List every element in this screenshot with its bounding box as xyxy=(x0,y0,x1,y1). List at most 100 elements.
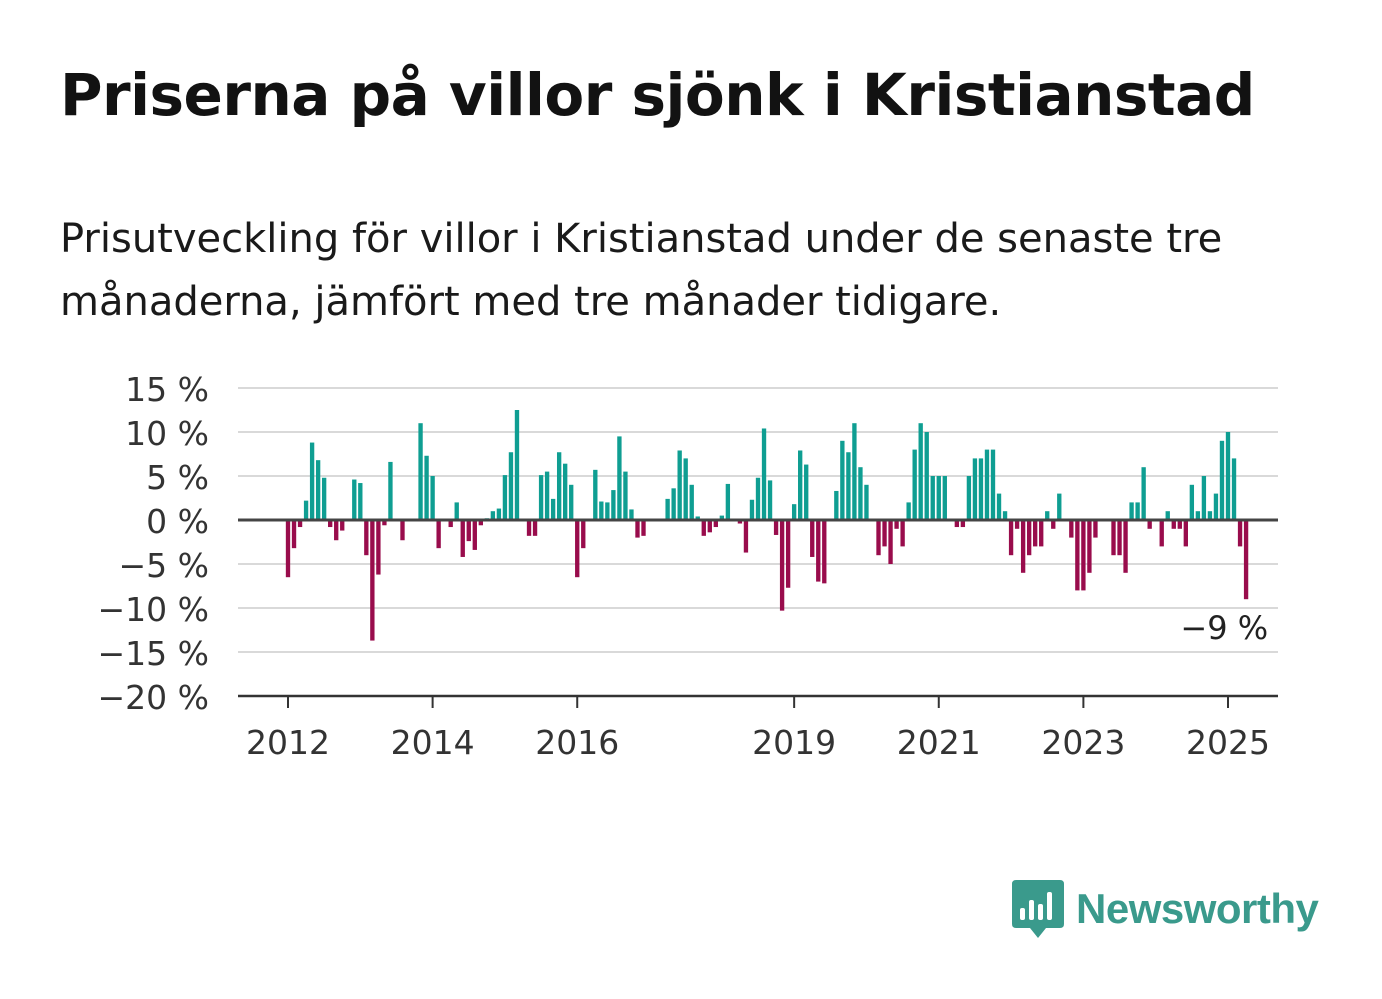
bar xyxy=(925,432,929,520)
bar xyxy=(985,450,989,520)
bar xyxy=(852,423,856,520)
y-tick-label: −5 % xyxy=(119,546,210,585)
bar xyxy=(352,480,356,520)
bar xyxy=(900,520,904,546)
bar xyxy=(611,490,615,520)
bar xyxy=(726,484,730,520)
bar xyxy=(762,428,766,520)
bar xyxy=(473,520,477,550)
bar xyxy=(671,488,675,520)
bar xyxy=(1202,476,1206,520)
bar xyxy=(623,472,627,520)
bar xyxy=(1226,432,1230,520)
bar xyxy=(858,467,862,520)
x-tick-label: 2019 xyxy=(752,723,836,762)
bar xyxy=(780,520,784,611)
annotation-label: −9 % xyxy=(1180,609,1268,647)
bar xyxy=(461,520,465,557)
bar xyxy=(635,520,639,538)
bar xyxy=(846,452,850,520)
bar xyxy=(599,502,603,520)
bar xyxy=(617,436,621,520)
bar xyxy=(1027,520,1031,555)
bar xyxy=(906,502,910,520)
bar xyxy=(798,450,802,520)
bar xyxy=(455,502,459,520)
bar xyxy=(1190,485,1194,520)
bar xyxy=(979,458,983,520)
bar xyxy=(973,458,977,520)
bar xyxy=(997,494,1001,520)
brand-logo: Newsworthy xyxy=(1010,878,1318,940)
y-tick-label: −20 % xyxy=(98,678,210,717)
bar xyxy=(593,470,597,520)
bar xyxy=(1220,441,1224,520)
bar xyxy=(967,476,971,520)
bar xyxy=(557,452,561,520)
bar xyxy=(690,485,694,520)
bar xyxy=(304,501,308,520)
bar xyxy=(1033,520,1037,546)
bar xyxy=(509,452,513,520)
bar xyxy=(678,450,682,520)
bar xyxy=(774,520,778,535)
y-tick-label: 10 % xyxy=(125,414,209,453)
bar xyxy=(684,458,688,520)
bar xyxy=(991,450,995,520)
bar xyxy=(834,491,838,520)
bar xyxy=(822,520,826,583)
bar xyxy=(364,520,368,555)
x-tick-label: 2023 xyxy=(1041,723,1125,762)
bar xyxy=(322,478,326,520)
bar xyxy=(575,520,579,577)
bar xyxy=(931,476,935,520)
bar xyxy=(388,462,392,520)
bar xyxy=(1135,502,1139,520)
bar xyxy=(316,460,320,520)
bar xyxy=(1039,520,1043,546)
bar xyxy=(497,509,501,520)
bar xyxy=(503,475,507,520)
bar xyxy=(750,500,754,520)
bar xyxy=(376,520,380,575)
bar xyxy=(467,520,471,541)
x-tick-label: 2016 xyxy=(535,723,619,762)
bar xyxy=(1009,520,1013,555)
bar xyxy=(804,465,808,520)
bar xyxy=(1160,520,1164,546)
bar xyxy=(334,520,338,540)
x-tick-label: 2012 xyxy=(246,723,330,762)
bar xyxy=(370,520,374,641)
bar xyxy=(545,472,549,520)
bar xyxy=(418,423,422,520)
bar xyxy=(551,499,555,520)
y-tick-label: −15 % xyxy=(98,634,210,673)
bar xyxy=(527,520,531,536)
bar xyxy=(943,476,947,520)
bar xyxy=(1057,494,1061,520)
bar xyxy=(792,504,796,520)
bar xyxy=(665,499,669,520)
bar xyxy=(581,520,585,548)
bar xyxy=(708,520,712,532)
bar xyxy=(629,509,633,520)
bar xyxy=(1184,520,1188,546)
bar xyxy=(702,520,706,536)
bar-chart: 15 % 10 % 5 % 0 % −5 % −10 % −15 % −20 % 2012 201… xyxy=(0,360,1382,780)
bar xyxy=(756,478,760,520)
bar xyxy=(515,410,519,520)
bar xyxy=(1214,494,1218,520)
bar xyxy=(768,480,772,520)
bar xyxy=(1087,520,1091,573)
bar xyxy=(1117,520,1121,555)
bar xyxy=(1123,520,1127,573)
bar xyxy=(1093,520,1097,538)
chart-subtitle: Prisutveckling för villor i Kristianstad… xyxy=(60,208,1330,334)
newsworthy-logo-icon xyxy=(1010,878,1066,940)
bar xyxy=(937,476,941,520)
bar xyxy=(1069,520,1073,538)
bar xyxy=(816,520,820,582)
y-tick-label: 15 % xyxy=(125,370,209,409)
y-tick-label: 5 % xyxy=(146,458,209,497)
bar xyxy=(358,483,362,520)
